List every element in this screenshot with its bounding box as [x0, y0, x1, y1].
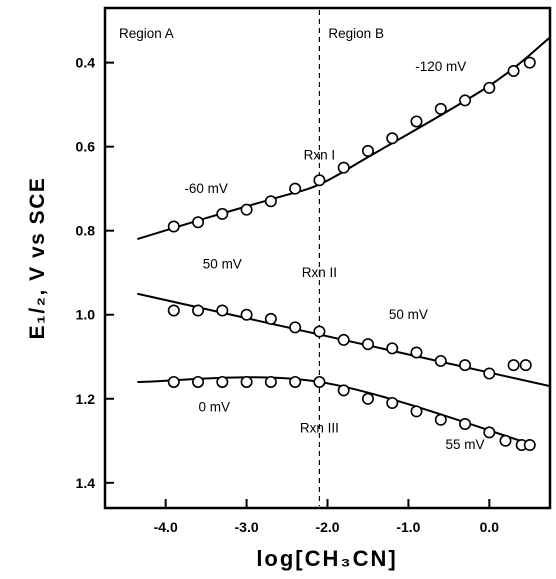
annotation: Rxn III: [300, 420, 339, 435]
y-tick-label: 1.0: [76, 307, 96, 323]
y-tick-label: 1.2: [76, 391, 96, 407]
data-point-3: [499, 434, 512, 447]
annotation: 0 mV: [198, 399, 230, 414]
annotation: Rxn II: [302, 265, 337, 280]
data-point-1: [434, 102, 447, 115]
x-axis-title: log[CH₃CN]: [256, 546, 397, 571]
data-point-3: [289, 375, 302, 388]
data-point-3: [264, 375, 277, 388]
data-point-1: [361, 144, 374, 157]
data-point-2: [216, 304, 229, 317]
annotation: 55 mV: [446, 437, 485, 452]
data-point-2: [264, 312, 277, 325]
data-point-1: [192, 216, 205, 229]
data-point-1: [289, 182, 302, 195]
data-point-3: [483, 426, 496, 439]
data-point-1: [459, 94, 472, 107]
data-point-3: [459, 417, 472, 430]
data-point-2: [167, 304, 180, 317]
x-tick-label: -3.0: [235, 519, 259, 535]
data-point-3: [410, 405, 423, 418]
data-point-3: [167, 375, 180, 388]
data-point-3: [386, 396, 399, 409]
y-tick-label: 0.6: [76, 139, 96, 155]
data-point-2: [386, 342, 399, 355]
data-point-1: [507, 65, 520, 78]
data-point-1: [264, 195, 277, 208]
fit-line-1: [137, 36, 551, 241]
region-a-label: Region A: [119, 26, 174, 41]
data-point-2: [337, 333, 350, 346]
data-point-2: [410, 346, 423, 359]
x-tick-label: -2.0: [315, 519, 339, 535]
data-point-2: [459, 359, 472, 372]
data-point-1: [216, 207, 229, 220]
region-b-label: Region B: [328, 26, 384, 41]
annotation: Rxn I: [304, 147, 336, 162]
y-tick-label: 1.4: [76, 475, 96, 491]
y-tick-label: 0.4: [76, 55, 96, 71]
data-point-3: [337, 384, 350, 397]
data-point-1: [313, 174, 326, 187]
y-axis-title: E₁/₂, V vs SCE: [26, 177, 49, 340]
data-point-1: [337, 161, 350, 174]
x-tick-label: -4.0: [154, 519, 178, 535]
annotation: 50 mV: [203, 257, 242, 272]
data-point-1: [240, 203, 253, 216]
data-point-2: [289, 321, 302, 334]
annotation: -120 mV: [415, 59, 466, 74]
annotation: -60 mV: [184, 181, 228, 196]
data-point-2: [483, 367, 496, 380]
data-point-2: [361, 338, 374, 351]
data-point-1: [167, 220, 180, 233]
data-point-3: [192, 375, 205, 388]
data-point-3: [240, 375, 253, 388]
data-point-1: [523, 56, 536, 69]
annotation: 50 mV: [389, 307, 428, 322]
data-point-2: [192, 304, 205, 317]
data-point-3: [434, 413, 447, 426]
data-point-2: [507, 359, 520, 372]
x-tick-label: -1.0: [396, 519, 420, 535]
data-point-3: [313, 375, 326, 388]
data-point-2: [313, 325, 326, 338]
x-tick-label: 0.0: [480, 519, 500, 535]
data-point-2: [519, 359, 532, 372]
data-point-1: [386, 132, 399, 145]
data-point-1: [483, 81, 496, 94]
data-point-2: [434, 354, 447, 367]
data-point-3: [216, 375, 229, 388]
data-point-1: [410, 115, 423, 128]
data-point-3: [361, 392, 374, 405]
data-point-2: [240, 308, 253, 321]
y-tick-label: 0.8: [76, 223, 96, 239]
data-point-3: [523, 438, 536, 451]
